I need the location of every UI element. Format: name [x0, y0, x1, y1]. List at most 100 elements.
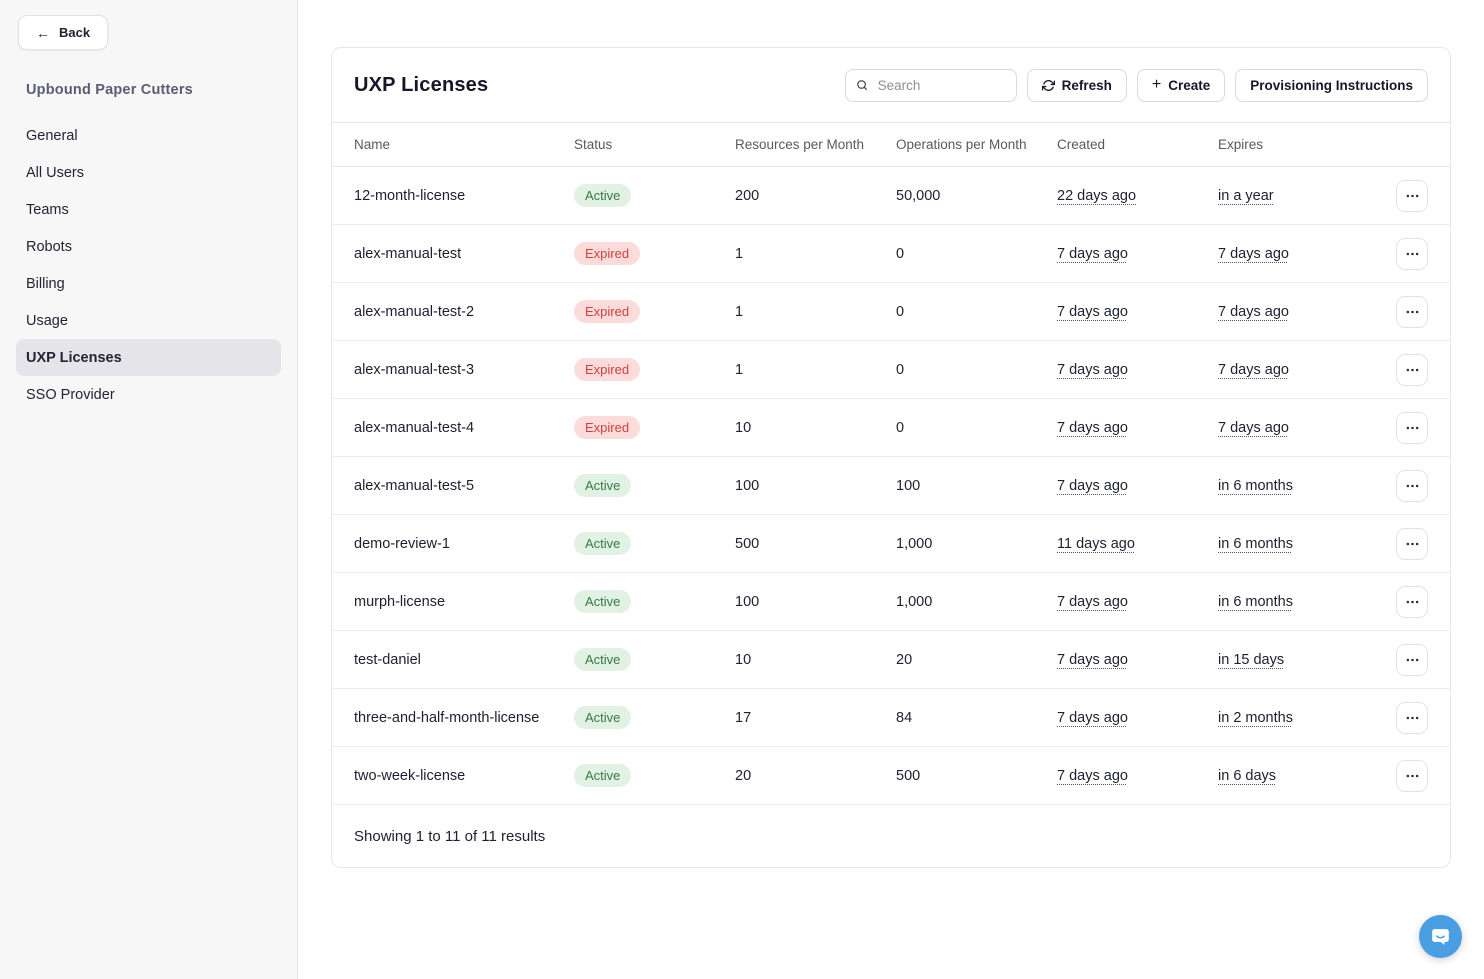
ellipsis-icon [1406, 252, 1418, 255]
operations-per-month-value: 50,000 [896, 187, 941, 204]
provisioning-instructions-button[interactable]: Provisioning Instructions [1235, 68, 1428, 102]
created-cell: 11 days ago [1057, 536, 1218, 552]
row-actions-button[interactable] [1396, 237, 1428, 270]
chat-bubble-icon [1432, 929, 1449, 945]
chat-launcher-button[interactable] [1419, 915, 1462, 958]
back-button[interactable]: ← Back [18, 15, 109, 50]
created-value: 7 days ago [1057, 593, 1128, 610]
resources-per-month-value: 100 [735, 477, 760, 494]
create-button[interactable]: + Create [1136, 68, 1226, 102]
status-badge: Active [574, 764, 632, 787]
actions-cell [1396, 469, 1428, 502]
table-row: two-week-license Active 20 500 7 days ag… [332, 747, 1450, 805]
created-value: 22 days ago [1057, 187, 1137, 204]
created-cell: 7 days ago [1057, 652, 1218, 668]
sidebar-item-label: UXP Licenses [26, 349, 122, 366]
sidebar-item-billing[interactable]: Billing [16, 265, 281, 302]
row-actions-button[interactable] [1396, 469, 1428, 502]
expires-value: in 15 days [1218, 651, 1285, 668]
row-actions-button[interactable] [1396, 295, 1428, 328]
column-header-created: Created [1057, 137, 1106, 152]
sidebar-item-label: SSO Provider [26, 386, 115, 403]
created-value: 7 days ago [1057, 767, 1128, 784]
sidebar-item-label: Robots [26, 238, 72, 255]
created-value: 7 days ago [1057, 651, 1128, 668]
back-button-label: Back [59, 25, 91, 40]
table-row: alex-manual-test-2 Expired 1 0 7 days ag… [332, 283, 1450, 341]
created-cell: 7 days ago [1057, 362, 1218, 378]
status-cell: Expired [574, 358, 735, 381]
refresh-button-label: Refresh [1061, 77, 1112, 93]
sidebar-item-label: All Users [26, 164, 85, 181]
ellipsis-icon [1406, 194, 1418, 197]
create-button-label: Create [1168, 77, 1211, 93]
table-body: 12-month-license Active 200 50,000 22 da… [332, 167, 1450, 805]
resources-per-month-value: 17 [735, 709, 752, 726]
expires-value: in 6 months [1218, 535, 1293, 552]
refresh-button[interactable]: Refresh [1026, 68, 1127, 102]
sidebar-item-general[interactable]: General [16, 117, 281, 154]
table-row: test-daniel Active 10 20 7 days ago in 1… [332, 631, 1450, 689]
created-cell: 7 days ago [1057, 420, 1218, 436]
status-cell: Expired [574, 416, 735, 439]
table-footer: Showing 1 to 11 of 11 results [332, 805, 1450, 867]
table-row: 12-month-license Active 200 50,000 22 da… [332, 167, 1450, 225]
created-value: 7 days ago [1057, 419, 1128, 436]
expires-cell: in 6 months [1218, 536, 1396, 552]
row-actions-button[interactable] [1396, 643, 1428, 676]
sidebar-item-sso-provider[interactable]: SSO Provider [16, 376, 281, 413]
license-name: alex-manual-test-2 [354, 303, 475, 320]
table-row: demo-review-1 Active 500 1,000 11 days a… [332, 515, 1450, 573]
sidebar-item-teams[interactable]: Teams [16, 191, 281, 228]
table-row: alex-manual-test-5 Active 100 100 7 days… [332, 457, 1450, 515]
created-cell: 7 days ago [1057, 304, 1218, 320]
sidebar-item-usage[interactable]: Usage [16, 302, 281, 339]
status-cell: Active [574, 648, 735, 671]
status-cell: Active [574, 764, 735, 787]
ellipsis-icon [1406, 310, 1418, 313]
operations-per-month-value: 1,000 [896, 593, 933, 610]
status-badge: Expired [574, 358, 641, 381]
actions-cell [1396, 643, 1428, 676]
status-badge: Active [574, 474, 632, 497]
status-badge: Active [574, 706, 632, 729]
created-cell: 7 days ago [1057, 768, 1218, 784]
ellipsis-icon [1406, 600, 1418, 603]
resources-per-month-value: 500 [735, 535, 760, 552]
expires-value: in 6 days [1218, 767, 1277, 784]
expires-cell: in 6 days [1218, 768, 1396, 784]
actions-cell [1396, 295, 1428, 328]
actions-cell [1396, 179, 1428, 212]
row-actions-button[interactable] [1396, 527, 1428, 560]
status-badge: Expired [574, 416, 641, 439]
ellipsis-icon [1406, 716, 1418, 719]
status-cell: Active [574, 590, 735, 613]
resources-per-month-value: 20 [735, 767, 752, 784]
created-value: 11 days ago [1057, 535, 1135, 552]
row-actions-button[interactable] [1396, 179, 1428, 212]
sidebar-item-robots[interactable]: Robots [16, 228, 281, 265]
status-cell: Expired [574, 242, 735, 265]
row-actions-button[interactable] [1396, 701, 1428, 734]
page-title: UXP Licenses [354, 73, 489, 96]
status-badge: Expired [574, 300, 641, 323]
expires-value: in 6 months [1218, 477, 1293, 494]
row-actions-button[interactable] [1396, 411, 1428, 444]
row-actions-button[interactable] [1396, 585, 1428, 618]
sidebar-item-all-users[interactable]: All Users [16, 154, 281, 191]
expires-cell: 7 days ago [1218, 420, 1396, 436]
search-input[interactable] [875, 76, 1006, 94]
ellipsis-icon [1406, 658, 1418, 661]
row-actions-button[interactable] [1396, 759, 1428, 792]
licenses-card: UXP Licenses Refresh + C [331, 47, 1451, 868]
expires-cell: in a year [1218, 188, 1396, 204]
license-name: alex-manual-test [354, 245, 462, 262]
sidebar-item-uxp-licenses[interactable]: UXP Licenses [16, 339, 281, 376]
sidebar: ← Back Upbound Paper Cutters General All… [0, 0, 298, 979]
row-actions-button[interactable] [1396, 353, 1428, 386]
plus-icon: + [1151, 76, 1162, 93]
expires-cell: 7 days ago [1218, 304, 1396, 320]
ellipsis-icon [1406, 426, 1418, 429]
status-cell: Active [574, 474, 735, 497]
license-name: three-and-half-month-license [354, 709, 540, 726]
